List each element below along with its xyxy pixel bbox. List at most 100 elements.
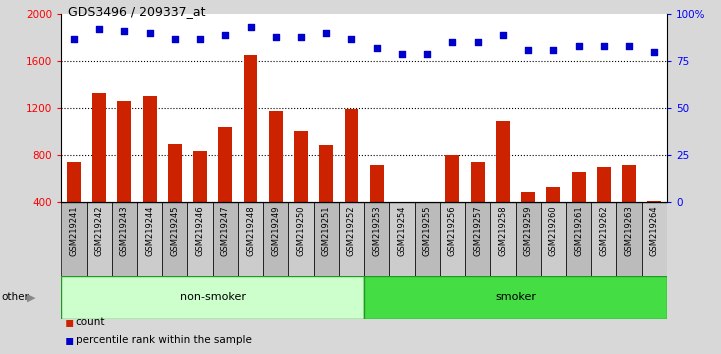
- Bar: [364, 276, 667, 319]
- Point: [598, 43, 610, 49]
- Bar: [187, 202, 213, 276]
- Text: GSM219249: GSM219249: [271, 205, 280, 256]
- Bar: [244, 55, 257, 249]
- Point: [397, 51, 408, 56]
- Text: GSM219251: GSM219251: [322, 205, 331, 256]
- Text: GSM219259: GSM219259: [523, 205, 533, 256]
- Text: GSM219261: GSM219261: [574, 205, 583, 256]
- Text: other: other: [1, 292, 30, 302]
- Bar: [193, 152, 207, 249]
- Bar: [364, 202, 389, 276]
- Point: [522, 47, 534, 53]
- Bar: [314, 202, 339, 276]
- Bar: [213, 202, 238, 276]
- Bar: [471, 162, 485, 249]
- Text: GSM219250: GSM219250: [296, 205, 306, 256]
- Point: [548, 47, 559, 53]
- Point: [68, 36, 80, 41]
- Point: [94, 26, 105, 32]
- Bar: [440, 202, 465, 276]
- Text: GSM219257: GSM219257: [473, 205, 482, 256]
- Text: GSM219252: GSM219252: [347, 205, 356, 256]
- Text: GSM219256: GSM219256: [448, 205, 457, 256]
- Bar: [269, 112, 283, 249]
- Text: ▶: ▶: [27, 292, 36, 302]
- Point: [346, 36, 358, 41]
- Point: [371, 45, 383, 51]
- Bar: [339, 202, 364, 276]
- Text: count: count: [76, 317, 105, 327]
- Text: GSM219258: GSM219258: [498, 205, 508, 256]
- Text: GSM219244: GSM219244: [145, 205, 154, 256]
- Bar: [168, 144, 182, 249]
- Bar: [572, 172, 585, 249]
- Bar: [465, 202, 490, 276]
- Point: [573, 43, 585, 49]
- Text: GSM219246: GSM219246: [195, 205, 205, 256]
- Point: [245, 24, 257, 30]
- Point: [144, 30, 156, 36]
- Text: percentile rank within the sample: percentile rank within the sample: [76, 335, 252, 345]
- Bar: [137, 202, 162, 276]
- Bar: [541, 202, 566, 276]
- Bar: [67, 162, 81, 249]
- Text: GSM219262: GSM219262: [599, 205, 609, 256]
- Point: [195, 36, 206, 41]
- Point: [497, 32, 509, 38]
- Point: [118, 28, 131, 34]
- Text: ▪: ▪: [65, 333, 74, 347]
- Text: GSM219245: GSM219245: [170, 205, 180, 256]
- Text: ▪: ▪: [65, 315, 74, 329]
- Bar: [395, 203, 409, 249]
- Bar: [389, 202, 415, 276]
- Bar: [566, 202, 591, 276]
- Text: GSM219260: GSM219260: [549, 205, 558, 256]
- Bar: [547, 187, 560, 249]
- Text: GSM219264: GSM219264: [650, 205, 659, 256]
- Bar: [622, 165, 636, 249]
- Point: [472, 40, 484, 45]
- Bar: [496, 121, 510, 249]
- Text: non-smoker: non-smoker: [180, 292, 246, 302]
- Bar: [420, 203, 434, 249]
- Bar: [591, 202, 616, 276]
- Point: [624, 43, 635, 49]
- Point: [321, 30, 332, 36]
- Text: GSM219263: GSM219263: [624, 205, 634, 256]
- Bar: [415, 202, 440, 276]
- Point: [270, 34, 282, 40]
- Bar: [446, 155, 459, 249]
- Bar: [118, 101, 131, 249]
- Bar: [143, 96, 156, 249]
- Text: GDS3496 / 209337_at: GDS3496 / 209337_at: [68, 5, 206, 18]
- Text: GSM219243: GSM219243: [120, 205, 129, 256]
- Text: GSM219247: GSM219247: [221, 205, 230, 256]
- Point: [296, 34, 307, 40]
- Point: [421, 51, 433, 56]
- Text: GSM219255: GSM219255: [423, 205, 432, 256]
- Bar: [345, 109, 358, 249]
- Text: GSM219248: GSM219248: [246, 205, 255, 256]
- Text: smoker: smoker: [495, 292, 536, 302]
- Point: [649, 49, 660, 55]
- Point: [220, 32, 231, 38]
- Text: GSM219241: GSM219241: [69, 205, 79, 256]
- Point: [169, 36, 181, 41]
- Text: GSM219242: GSM219242: [94, 205, 104, 256]
- Bar: [92, 93, 106, 249]
- Bar: [218, 127, 232, 249]
- Text: GSM219253: GSM219253: [372, 205, 381, 256]
- Bar: [288, 202, 314, 276]
- Bar: [319, 145, 333, 249]
- Bar: [263, 202, 288, 276]
- Bar: [162, 202, 187, 276]
- Bar: [61, 276, 364, 319]
- Bar: [616, 202, 642, 276]
- Bar: [294, 131, 308, 249]
- Bar: [642, 202, 667, 276]
- Bar: [516, 202, 541, 276]
- Bar: [238, 202, 263, 276]
- Bar: [87, 202, 112, 276]
- Bar: [597, 167, 611, 249]
- Bar: [521, 193, 535, 249]
